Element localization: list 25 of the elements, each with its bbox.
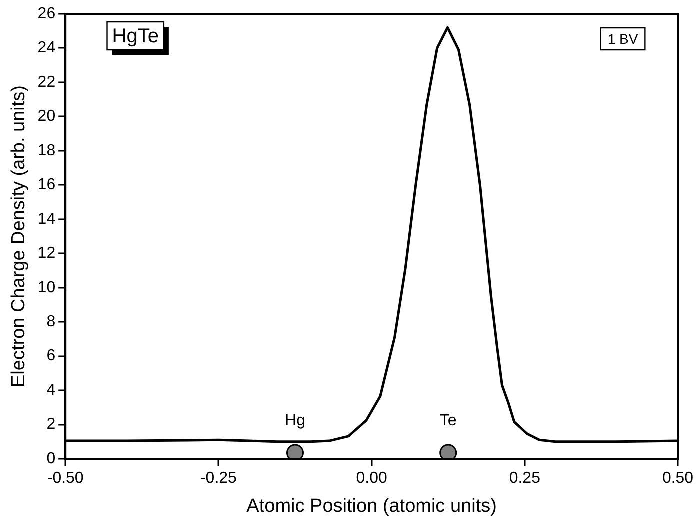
y-tick-label: 4 (46, 382, 56, 399)
y-tick-label: 26 (38, 5, 56, 22)
annotation: Te (440, 412, 457, 430)
y-tick-label: 20 (38, 108, 56, 126)
y-tick-label: 6 (46, 348, 56, 365)
y-tick-label: 2 (46, 416, 56, 434)
x-tick-label: -0.25 (200, 470, 238, 488)
y-tick-label: 10 (38, 279, 56, 296)
x-tick-label: 0.00 (356, 470, 388, 488)
y-tick-label: 16 (38, 176, 56, 194)
y-tick-label: 12 (38, 245, 56, 262)
x-tick-label: 0.25 (509, 470, 541, 488)
x-tick-label: 0.50 (662, 470, 694, 488)
x-axis-title: Atomic Position (atomic units) (246, 496, 497, 517)
annotation: Hg (285, 412, 306, 430)
y-tick-label: 8 (46, 313, 56, 330)
x-tick-label: -0.50 (47, 470, 84, 488)
y-tick-label: 24 (38, 40, 56, 57)
annotation: HgTe (112, 26, 159, 48)
y-tick-label: 14 (38, 210, 56, 228)
annotation: 1 BV (608, 30, 639, 47)
y-axis-title: Electron Charge Density (arb. units) (8, 85, 30, 388)
y-tick-label: 0 (46, 450, 56, 468)
y-tick-label: 18 (38, 142, 56, 160)
y-tick-label: 22 (38, 74, 56, 91)
